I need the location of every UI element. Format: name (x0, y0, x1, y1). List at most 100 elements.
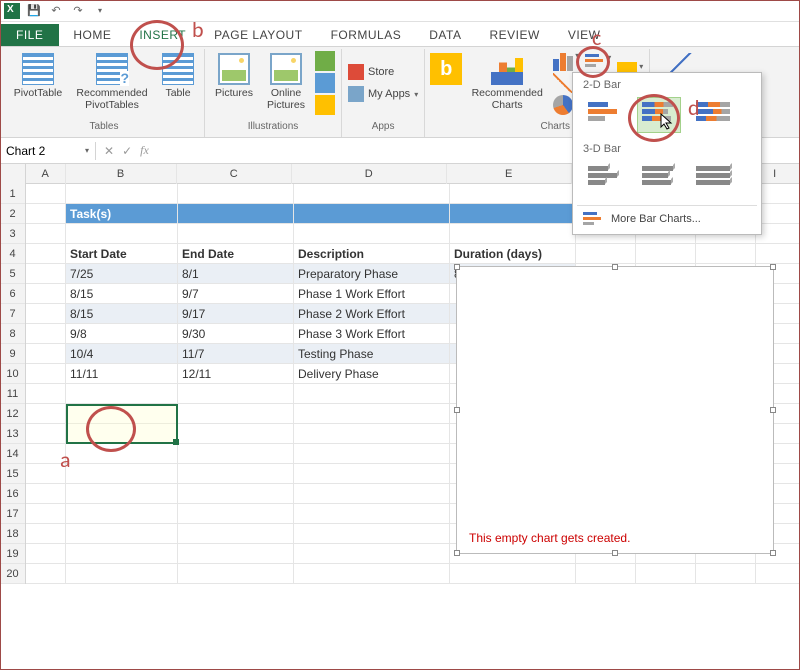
tab-home[interactable]: HOME (59, 24, 125, 46)
tab-file[interactable]: FILE (0, 24, 59, 46)
cell-A12[interactable] (26, 404, 66, 424)
cell-C17[interactable] (178, 504, 294, 524)
cell-A7[interactable] (26, 304, 66, 324)
cell-C10[interactable]: 12/11 (178, 364, 294, 384)
bing-button[interactable]: b (431, 51, 461, 88)
cell-A16[interactable] (26, 484, 66, 504)
online-pictures-button[interactable]: Online Pictures (263, 51, 309, 111)
shapes-icon[interactable] (315, 51, 335, 71)
cell-B7[interactable]: 8/15 (66, 304, 178, 324)
cell-C15[interactable] (178, 464, 294, 484)
row-11[interactable]: 11 (0, 384, 25, 404)
col-A[interactable]: A (26, 164, 66, 184)
cell-D7[interactable]: Phase 2 Work Effort (294, 304, 450, 324)
more-bar-charts-item[interactable]: More Bar Charts... (577, 205, 757, 230)
row-1[interactable]: 1 (0, 184, 25, 204)
cell-E20[interactable] (450, 564, 576, 584)
cell-B20[interactable] (66, 564, 178, 584)
recommended-pivot-button[interactable]: ? Recommended PivotTables (72, 51, 152, 111)
row-7[interactable]: 7 (0, 304, 25, 324)
undo-icon[interactable]: ↶ (48, 3, 64, 19)
bar-chart-icon[interactable] (585, 53, 605, 69)
row-12[interactable]: 12 (0, 404, 25, 424)
smartart-icon[interactable] (315, 73, 335, 93)
cell-B5[interactable]: 7/25 (66, 264, 178, 284)
cell-C12[interactable] (178, 404, 294, 424)
row-4[interactable]: 4 (0, 244, 25, 264)
line-chart-icon[interactable] (553, 73, 573, 93)
cell-B12[interactable] (66, 404, 178, 424)
stacked-bar-item[interactable] (637, 97, 681, 133)
cell-A17[interactable] (26, 504, 66, 524)
cell-B17[interactable] (66, 504, 178, 524)
recommended-charts-button[interactable]: Recommended Charts (467, 51, 547, 111)
cell-I3[interactable] (756, 224, 800, 244)
cell-A4[interactable] (26, 244, 66, 264)
cell-B15[interactable] (66, 464, 178, 484)
cell-E4[interactable]: Duration (days) (450, 244, 576, 264)
cell-D15[interactable] (294, 464, 450, 484)
row-10[interactable]: 10 (0, 364, 25, 384)
row-19[interactable]: 19 (0, 544, 25, 564)
tab-review[interactable]: REVIEW (475, 24, 553, 46)
cell-A6[interactable] (26, 284, 66, 304)
cell-A11[interactable] (26, 384, 66, 404)
cell-C18[interactable] (178, 524, 294, 544)
cell-C9[interactable]: 11/7 (178, 344, 294, 364)
cell-E3[interactable] (450, 224, 576, 244)
cell-C19[interactable] (178, 544, 294, 564)
column-chart-icon[interactable] (553, 51, 573, 71)
row-17[interactable]: 17 (0, 504, 25, 524)
row-14[interactable]: 14 (0, 444, 25, 464)
cell-D5[interactable]: Preparatory Phase (294, 264, 450, 284)
col-E[interactable]: E (447, 164, 572, 184)
cell-B16[interactable] (66, 484, 178, 504)
cell-D2[interactable] (294, 204, 450, 224)
cell-E1[interactable] (450, 184, 576, 204)
cell-D13[interactable] (294, 424, 450, 444)
col-C[interactable]: C (177, 164, 292, 184)
table-button[interactable]: Table (158, 51, 198, 100)
cell-C1[interactable] (178, 184, 294, 204)
cell-B6[interactable]: 8/15 (66, 284, 178, 304)
cell-D19[interactable] (294, 544, 450, 564)
cell-B19[interactable] (66, 544, 178, 564)
cell-C2[interactable] (178, 204, 294, 224)
row-16[interactable]: 16 (0, 484, 25, 504)
cell-A19[interactable] (26, 544, 66, 564)
cell-D4[interactable]: Description (294, 244, 450, 264)
pie-chart-icon[interactable] (553, 95, 573, 115)
cell-B2[interactable]: Task(s) (66, 204, 178, 224)
cell-H4[interactable] (696, 244, 756, 264)
cell-C16[interactable] (178, 484, 294, 504)
cell-B3[interactable] (66, 224, 178, 244)
cell-A8[interactable] (26, 324, 66, 344)
col-B[interactable]: B (66, 164, 177, 184)
tab-formulas[interactable]: FORMULAS (317, 24, 416, 46)
store-button[interactable]: Store (348, 62, 418, 82)
cell-B1[interactable] (66, 184, 178, 204)
enter-formula-icon[interactable]: ✓ (122, 144, 132, 158)
cell-B9[interactable]: 10/4 (66, 344, 178, 364)
cell-I4[interactable] (756, 244, 800, 264)
cell-D9[interactable]: Testing Phase (294, 344, 450, 364)
cell-F4[interactable] (576, 244, 636, 264)
tab-pagelayout[interactable]: PAGE LAYOUT (200, 24, 316, 46)
cell-F20[interactable] (576, 564, 636, 584)
cell-A20[interactable] (26, 564, 66, 584)
row-8[interactable]: 8 (0, 324, 25, 344)
cell-A1[interactable] (26, 184, 66, 204)
cell-A13[interactable] (26, 424, 66, 444)
cell-C20[interactable] (178, 564, 294, 584)
cell-C6[interactable]: 9/7 (178, 284, 294, 304)
cell-A9[interactable] (26, 344, 66, 364)
row-3[interactable]: 3 (0, 224, 25, 244)
row-2[interactable]: 2 (0, 204, 25, 224)
redo-icon[interactable]: ↷ (70, 3, 86, 19)
empty-chart[interactable]: This empty chart gets created. (456, 266, 774, 554)
cell-I20[interactable] (756, 564, 800, 584)
cell-H20[interactable] (696, 564, 756, 584)
cell-G20[interactable] (636, 564, 696, 584)
cell-B11[interactable] (66, 384, 178, 404)
cell-C7[interactable]: 9/17 (178, 304, 294, 324)
